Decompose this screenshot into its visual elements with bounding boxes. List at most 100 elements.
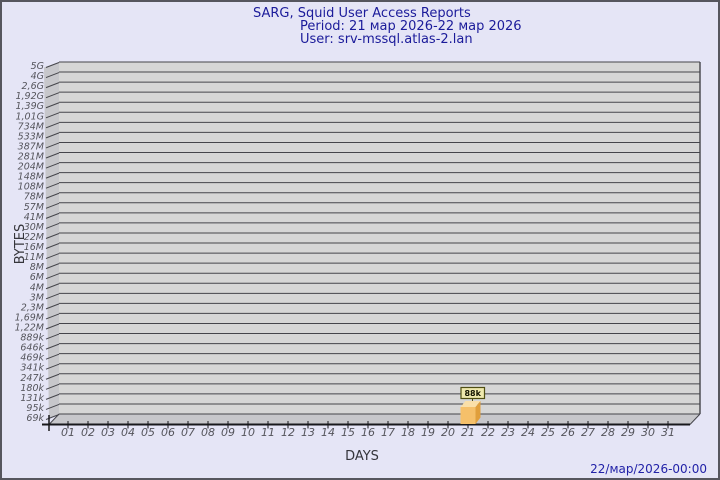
left-wall-3d	[44, 62, 59, 425]
y-axis-tick-label: 5G	[31, 61, 44, 72]
y-tick	[45, 243, 60, 249]
x-axis-tick-label: 21	[461, 426, 475, 439]
x-axis-tick-label: 01	[61, 426, 75, 439]
y-tick	[45, 333, 60, 340]
x-axis-tick-label: 04	[121, 426, 135, 439]
x-axis-tick-label: 19	[421, 426, 435, 439]
y-axis-tick-label: 341k	[20, 363, 44, 374]
y-tick	[45, 373, 60, 380]
y-tick	[45, 353, 60, 360]
y-tick	[45, 363, 60, 370]
y-axis-tick-label: 1,22M	[15, 322, 44, 333]
y-axis-tick-label: 22M	[24, 232, 44, 243]
y-tick	[45, 253, 60, 260]
y-tick	[45, 222, 60, 229]
y-axis-tick-label: 646k	[20, 343, 44, 354]
bar-top-face	[460, 401, 481, 407]
y-axis-tick-label: 533M	[18, 131, 44, 142]
x-axis-tick-label: 30	[641, 426, 655, 439]
y-axis-tick-label: 108M	[18, 182, 44, 193]
y-axis-tick-label: 131k	[20, 393, 44, 404]
y-tick	[45, 152, 60, 159]
y-axis-tick-label: 4M	[30, 282, 44, 293]
chart-title: SARG, Squid User Access Reports	[253, 6, 471, 21]
y-axis-tick-label: 30M	[24, 222, 44, 233]
chart-period: Period: 21 мар 2026-22 мар 2026	[300, 19, 522, 34]
bar-front-face	[460, 407, 476, 424]
y-tick	[45, 343, 60, 350]
y-tick	[45, 172, 60, 179]
x-axis-tick-label: 13	[301, 426, 315, 439]
x-axis-tick-label: 05	[141, 426, 155, 439]
x-axis-tick-label: 23	[501, 426, 515, 439]
y-axis-tick-label: 2,6G	[22, 81, 44, 92]
y-tick	[45, 414, 60, 420]
y-axis-tick-label: 3M	[30, 292, 44, 303]
y-tick	[45, 72, 60, 79]
report-timestamp: 22/мар/2026-00:00	[590, 462, 707, 476]
x-axis-tick-label: 24	[521, 426, 535, 439]
y-axis-tick-label: 57M	[24, 202, 44, 213]
y-axis-tick-label: 1,92G	[15, 91, 44, 102]
y-tick	[45, 92, 60, 99]
y-axis-tick-label: 69k	[26, 413, 44, 424]
y-axis-tick-label: 281M	[18, 152, 44, 163]
y-axis-tick-label: 1,69M	[15, 312, 44, 323]
y-tick	[45, 263, 60, 270]
y-axis-tick-label: 734M	[18, 121, 44, 132]
bar-value-label: 88k	[464, 389, 481, 398]
x-axis-tick-label: 16	[361, 426, 375, 439]
x-axis-tick-label: 18	[401, 426, 415, 439]
y-axis-tick-label: 204M	[18, 162, 44, 173]
y-axis-tick-label: 6M	[30, 272, 44, 283]
y-tick	[45, 202, 60, 209]
x-axis-tick-label: 14	[321, 426, 335, 439]
y-tick	[45, 62, 60, 68]
y-tick	[45, 122, 60, 129]
y-tick	[45, 273, 60, 280]
y-axis-tick-label: 387M	[18, 141, 44, 152]
x-axis-tick-label: 27	[581, 426, 595, 439]
y-axis-tick-label: 41M	[24, 212, 44, 223]
y-axis-tick-label: 4G	[31, 71, 44, 82]
x-axis-tick-label: 08	[201, 426, 215, 439]
y-tick	[45, 303, 60, 310]
x-axis-tick-label: 09	[221, 426, 235, 439]
x-axis-tick-label: 31	[661, 426, 675, 439]
x-axis-tick-label: 20	[441, 426, 455, 439]
x-axis-tick-label: 10	[241, 426, 255, 439]
plot-area	[59, 62, 700, 414]
bar-side-face	[475, 401, 481, 424]
y-tick	[45, 403, 60, 410]
y-tick	[45, 102, 60, 109]
y-tick	[45, 132, 60, 139]
value-label-box	[460, 386, 486, 400]
y-axis-tick-label: 1,39G	[15, 101, 44, 112]
y-axis-tick-label: 16M	[24, 242, 44, 253]
y-axis-tick-label: 95k	[26, 403, 44, 414]
y-tick	[45, 323, 60, 330]
x-axis-tick-label: 28	[601, 426, 615, 439]
x-axis-tick-label: 17	[381, 426, 395, 439]
y-axis-tick-label: 469k	[20, 353, 44, 364]
x-axis-tick-label: 29	[621, 426, 635, 439]
y-axis-tick-label: 180k	[20, 383, 44, 394]
floor-right-bevel	[689, 413, 701, 425]
y-tick	[45, 283, 60, 290]
x-axis-tick-label: 15	[341, 426, 355, 439]
floor-3d	[49, 414, 700, 425]
y-axis-tick-label: 1,01G	[15, 111, 44, 122]
y-tick	[45, 112, 60, 119]
y-tick	[45, 82, 60, 89]
x-axis-tick-label: 07	[181, 426, 195, 439]
x-axis-tick-label: 03	[101, 426, 115, 439]
y-tick	[45, 313, 60, 320]
chart-user: User: srv-mssql.atlas-2.lan	[300, 32, 473, 47]
y-axis-tick-label: 11M	[24, 252, 44, 263]
x-axis-tick-label: 02	[81, 426, 95, 439]
y-tick	[45, 293, 60, 300]
x-axis-tick-label: 11	[261, 426, 275, 439]
y-tick	[45, 192, 60, 199]
